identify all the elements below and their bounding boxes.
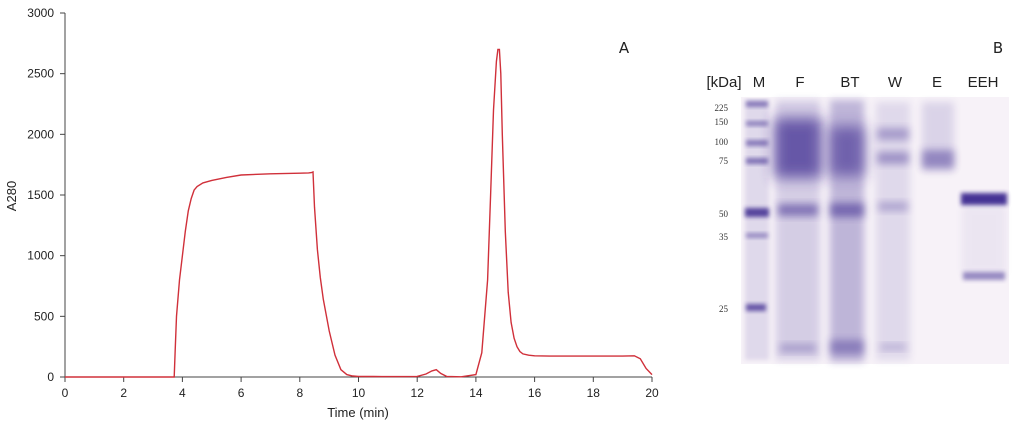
lane-w-band-100 bbox=[877, 128, 909, 140]
lane-w-band-50 bbox=[878, 202, 908, 211]
y-tick-label: 2000 bbox=[27, 127, 54, 141]
marker-band-225 bbox=[746, 101, 768, 107]
y-axis-title: A280 bbox=[4, 181, 19, 211]
marker-label-100: 100 bbox=[715, 137, 729, 147]
y-tick-label: 3000 bbox=[27, 6, 54, 20]
lane-eeh-smear bbox=[962, 205, 1006, 275]
y-tick-label: 500 bbox=[34, 309, 54, 323]
lane-w-band-low bbox=[880, 344, 906, 350]
lane-label-bt: BT bbox=[840, 74, 859, 91]
x-tick-label: 16 bbox=[528, 386, 542, 400]
x-tick-label: 10 bbox=[352, 386, 366, 400]
x-tick-label: 20 bbox=[645, 386, 659, 400]
marker-label-50: 50 bbox=[719, 209, 729, 219]
marker-band-50 bbox=[745, 208, 769, 217]
x-tick-label: 18 bbox=[587, 386, 601, 400]
a280-trace bbox=[65, 48, 653, 378]
y-tick-label: 2500 bbox=[27, 67, 54, 81]
x-tick-label: 6 bbox=[238, 386, 245, 400]
lane-labels: M F BT W E EEH bbox=[753, 74, 999, 91]
marker-band-150 bbox=[746, 121, 768, 126]
x-axis-title: Time (min) bbox=[327, 405, 389, 420]
lane-bt-band-low bbox=[830, 340, 864, 354]
lane-label-e: E bbox=[932, 74, 942, 91]
gel-panel: B [kDa] M F BT W E EEH bbox=[706, 39, 1009, 364]
lane-w-smear bbox=[876, 102, 910, 360]
y-tick-label: 1000 bbox=[27, 249, 54, 263]
x-tick-label: 0 bbox=[62, 386, 69, 400]
lane-f-band-high bbox=[774, 118, 822, 178]
marker-lane-smear bbox=[745, 100, 769, 360]
marker-label-75: 75 bbox=[719, 156, 729, 166]
lane-label-w: W bbox=[888, 74, 903, 91]
lane-bt-band-50 bbox=[830, 203, 864, 217]
lane-f-band-50 bbox=[778, 204, 818, 216]
y-tick-label: 0 bbox=[47, 370, 54, 384]
x-tick-label: 12 bbox=[411, 386, 425, 400]
gel-unit-label: [kDa] bbox=[706, 74, 741, 91]
lane-label-eeh: EEH bbox=[968, 74, 999, 91]
marker-labels: 225 150 100 75 50 35 25 bbox=[715, 103, 729, 314]
y-tick-label: 1500 bbox=[27, 188, 54, 202]
gel-bands bbox=[745, 100, 1007, 362]
x-tick-label: 2 bbox=[120, 386, 127, 400]
marker-label-35: 35 bbox=[719, 232, 729, 242]
x-ticks: 0 2 4 6 8 10 12 14 16 18 20 bbox=[62, 377, 659, 400]
x-tick-label: 14 bbox=[469, 386, 483, 400]
lane-label-f: F bbox=[795, 74, 804, 91]
y-ticks: 0 500 1000 1500 2000 2500 3000 bbox=[27, 6, 65, 384]
x-tick-label: 4 bbox=[179, 386, 186, 400]
marker-label-150: 150 bbox=[715, 117, 729, 127]
lane-label-m: M bbox=[753, 74, 766, 91]
marker-band-35 bbox=[746, 233, 768, 238]
panel-label-a: A bbox=[619, 39, 630, 57]
x-tick-label: 8 bbox=[296, 386, 303, 400]
lane-bt-band-high bbox=[829, 126, 865, 176]
panel-label-b: B bbox=[993, 39, 1003, 57]
marker-label-225: 225 bbox=[715, 103, 729, 113]
marker-band-25 bbox=[746, 304, 766, 311]
chromatogram-panel: 0 2 4 6 8 10 12 14 16 18 20 0 500 1000 1500 2000 2500 30… bbox=[4, 6, 659, 420]
lane-eeh-band-low bbox=[963, 272, 1005, 280]
gel-image: 225 150 100 75 50 35 25 bbox=[715, 97, 1009, 364]
lane-w-band-75 bbox=[877, 152, 909, 164]
lane-f-band-low bbox=[780, 344, 816, 352]
lane-eeh-band-50 bbox=[961, 193, 1007, 205]
lane-e-band-75 bbox=[922, 150, 954, 168]
marker-band-75 bbox=[746, 158, 768, 164]
marker-band-100 bbox=[746, 140, 768, 146]
marker-label-25: 25 bbox=[719, 304, 729, 314]
